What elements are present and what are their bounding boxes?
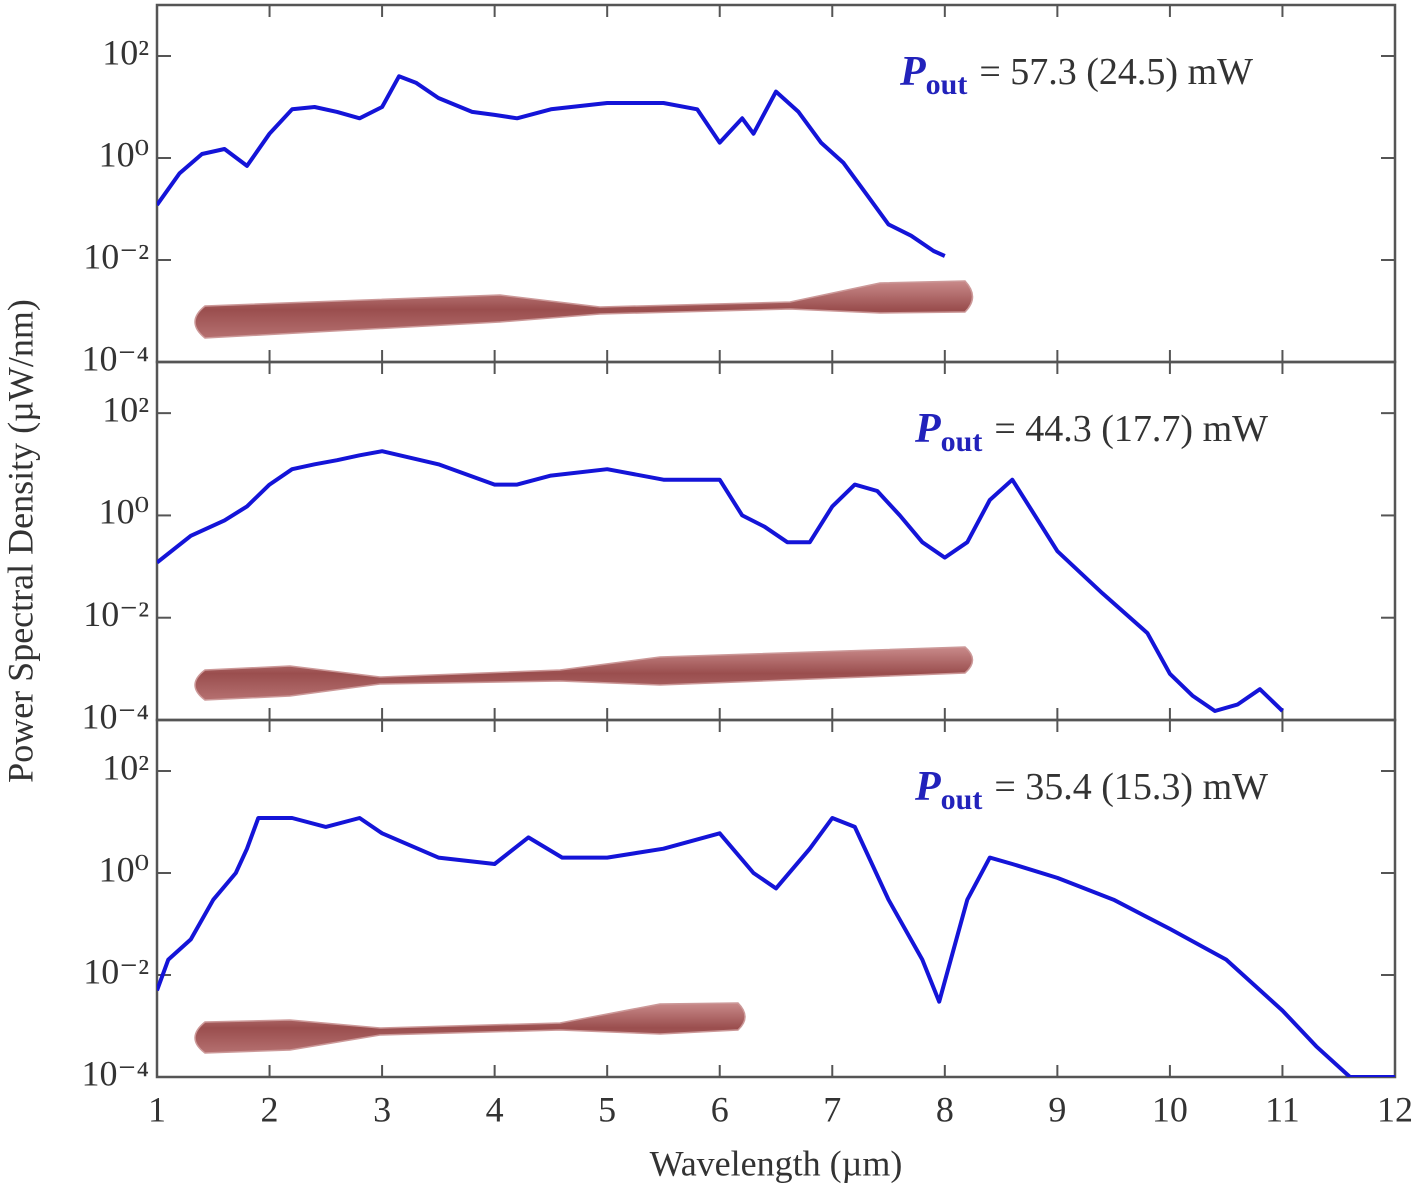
fiber-taper — [194, 646, 974, 701]
fiber-illustrations — [194, 280, 974, 1054]
x-tick-label: 8 — [936, 1089, 954, 1129]
x-tick-label: 9 — [1048, 1089, 1066, 1129]
annotation-subscript: out — [926, 68, 968, 101]
x-tick-label: 5 — [598, 1089, 616, 1129]
annotation-symbol: P — [899, 49, 926, 95]
x-tick-label: 11 — [1265, 1089, 1300, 1129]
annotation: Pout = 57.3 (24.5) mW — [899, 49, 1253, 101]
annotation-symbol: P — [914, 764, 941, 810]
annotation-text: = 44.3 (17.7) mW — [994, 408, 1268, 450]
y-tick-label: 10⁰ — [99, 492, 149, 532]
y-tick-label: 10⁰ — [99, 134, 149, 174]
x-tick-label: 6 — [711, 1089, 729, 1129]
x-tick-label: 3 — [373, 1089, 391, 1129]
y-tick-label: 10⁻⁴ — [81, 338, 149, 378]
y-tick-label: 10⁻² — [83, 951, 149, 991]
y-tick-label: 10⁻² — [83, 594, 149, 634]
y-tick-label: 10⁻⁴ — [81, 1053, 149, 1093]
annotation: Pout = 44.3 (17.7) mW — [914, 406, 1268, 458]
spectrum-line — [157, 816, 1395, 1077]
y-axis-label: Power Spectral Density (µW/nm) — [0, 299, 40, 783]
x-tick-label: 4 — [486, 1089, 504, 1129]
x-tick-label: 7 — [823, 1089, 841, 1129]
annotation-subscript: out — [941, 783, 983, 816]
annotation-text: = 57.3 (24.5) mW — [979, 51, 1253, 93]
y-tick-label: 10⁻⁴ — [81, 696, 149, 736]
y-tick-label: 10² — [102, 32, 149, 72]
y-tick-label: 10⁰ — [99, 849, 149, 889]
x-tick-label: 12 — [1377, 1089, 1413, 1129]
series — [157, 816, 1395, 1077]
annotation: Pout = 35.4 (15.3) mW — [914, 764, 1268, 816]
series — [157, 74, 946, 258]
panel-frame — [155, 718, 1397, 1079]
spectrum-line — [157, 449, 1284, 713]
fiber-taper — [194, 1002, 746, 1054]
x-tick-label: 1 — [148, 1089, 166, 1129]
annotation-symbol: P — [914, 406, 941, 452]
annotation-subscript: out — [941, 425, 983, 458]
annotation-text: = 35.4 (15.3) mW — [994, 766, 1268, 808]
fiber-taper — [194, 280, 974, 339]
spectrum-line — [157, 74, 946, 258]
y-tick-label: 10² — [102, 747, 149, 787]
x-tick-label: 10 — [1152, 1089, 1188, 1129]
y-tick-label: 10² — [102, 389, 149, 429]
series — [157, 449, 1284, 713]
x-axis-label: Wavelength (µm) — [650, 1143, 903, 1183]
y-tick-label: 10⁻² — [83, 236, 149, 276]
x-tick-label: 2 — [261, 1089, 279, 1129]
